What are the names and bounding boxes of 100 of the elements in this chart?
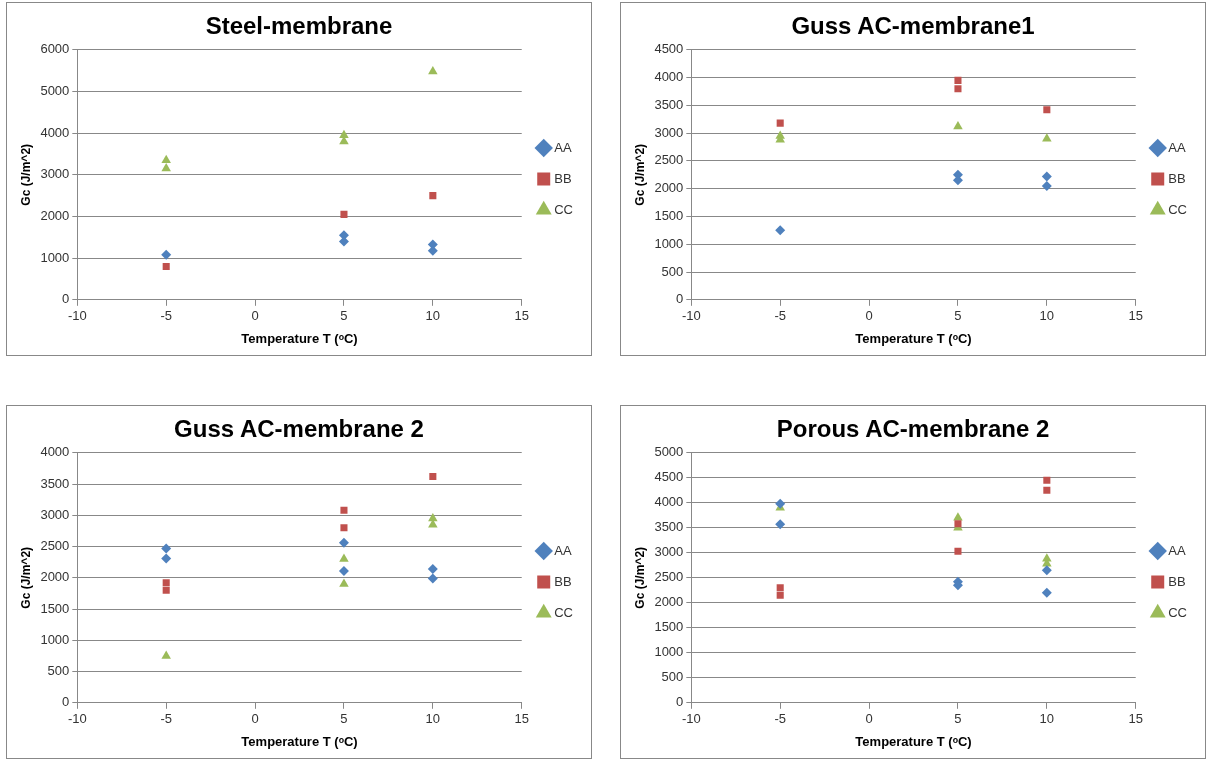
point: [429, 473, 437, 481]
x-tick-label: 5: [954, 308, 962, 324]
y-tick-label: 1000: [654, 644, 684, 660]
y-tick-label: 3500: [40, 475, 70, 491]
x-tick-label: 10: [1039, 308, 1055, 324]
x-axis-title: Temperature T (ᵒC): [241, 330, 358, 346]
point: [162, 262, 170, 270]
x-tick-label: 10: [1039, 711, 1055, 727]
x-tick-label: 0: [865, 308, 873, 324]
y-tick-label: 2000: [654, 594, 684, 610]
x-tick-label: -10: [67, 711, 87, 727]
point: [338, 537, 349, 548]
x-tick-label: 0: [251, 711, 259, 727]
legend-label: CC: [1168, 201, 1187, 217]
x-tick-label: -10: [681, 711, 701, 727]
y-tick-label: 1500: [654, 208, 684, 224]
x-axis-title: Temperature T (ᵒC): [855, 330, 972, 346]
y-tick-label: 5000: [654, 444, 684, 460]
x-tick-label: -5: [774, 711, 786, 727]
point: [428, 65, 438, 75]
y-tick-label: 1000: [654, 235, 684, 251]
legend-label: AA: [554, 139, 572, 155]
point: [954, 547, 962, 555]
y-tick-label: 4500: [654, 41, 684, 57]
point: [340, 210, 348, 218]
point: [1041, 171, 1052, 182]
x-tick-label: -5: [774, 308, 786, 324]
y-tick-label: 2500: [654, 569, 684, 585]
point: [339, 578, 349, 587]
point: [340, 506, 348, 514]
point: [776, 119, 784, 127]
y-tick-label: 500: [47, 663, 70, 679]
x-tick-label: 10: [425, 711, 441, 727]
point: [338, 565, 349, 576]
x-tick-label: 15: [514, 711, 529, 727]
legend-label: CC: [554, 604, 573, 620]
x-tick-label: 0: [251, 308, 259, 324]
x-tick-label: 5: [340, 711, 348, 727]
point: [162, 586, 170, 594]
y-tick-label: 3000: [40, 166, 70, 182]
y-tick-label: 2500: [654, 152, 684, 168]
y-tick-label: 0: [676, 291, 684, 307]
y-tick-label: 0: [676, 694, 684, 710]
y-axis-title: Gc (J/m^2): [18, 143, 33, 206]
point: [954, 76, 962, 84]
point: [428, 512, 438, 522]
legend-label: CC: [1168, 604, 1187, 620]
x-tick-label: 5: [340, 308, 348, 324]
y-tick-label: 4000: [654, 494, 684, 510]
y-tick-label: 4500: [654, 469, 684, 485]
y-tick-label: 2000: [40, 208, 70, 224]
y-tick-label: 1500: [40, 600, 70, 616]
x-tick-label: -5: [160, 308, 172, 324]
x-tick-label: 15: [514, 308, 529, 324]
y-tick-label: 2500: [40, 538, 70, 554]
y-tick-label: 2000: [654, 180, 684, 196]
y-tick-label: 3000: [40, 506, 70, 522]
point: [161, 553, 172, 564]
point: [1043, 476, 1051, 484]
point: [429, 192, 437, 200]
legend-label: CC: [554, 201, 573, 217]
x-tick-label: 0: [865, 711, 873, 727]
chart-title: Guss AC-membrane1: [791, 12, 1035, 40]
y-tick-label: 4000: [654, 69, 684, 85]
chart-title: Guss AC-membrane 2: [174, 415, 424, 443]
y-tick-label: 3500: [654, 519, 684, 535]
point: [1041, 565, 1052, 576]
y-tick-label: 3000: [654, 124, 684, 140]
point: [1041, 180, 1052, 191]
y-tick-label: 1000: [40, 631, 70, 647]
point: [427, 564, 438, 575]
point: [1041, 587, 1052, 598]
y-tick-label: 4000: [40, 444, 70, 460]
y-tick-label: 5000: [40, 83, 70, 99]
point: [953, 120, 963, 130]
x-tick-label: -10: [67, 308, 87, 324]
y-tick-label: 0: [62, 291, 70, 307]
legend-label: AA: [1168, 542, 1186, 558]
y-tick-label: 500: [661, 263, 684, 279]
point: [161, 154, 171, 163]
x-axis-title: Temperature T (ᵒC): [241, 733, 358, 749]
point: [953, 512, 963, 521]
point: [1043, 486, 1051, 494]
legend-label: BB: [554, 170, 572, 186]
y-tick-label: 1500: [654, 619, 684, 635]
point: [776, 584, 784, 592]
point: [161, 163, 171, 172]
point: [161, 650, 171, 659]
x-tick-label: -10: [681, 308, 701, 324]
legend-label: AA: [554, 542, 572, 558]
y-axis-title: Gc (J/m^2): [18, 546, 33, 609]
y-tick-label: 4000: [40, 124, 70, 140]
point: [162, 579, 170, 587]
x-tick-label: 15: [1128, 711, 1143, 727]
point: [161, 249, 172, 260]
legend-label: AA: [1168, 139, 1186, 155]
legend-label: BB: [1168, 170, 1186, 186]
x-tick-label: 15: [1128, 308, 1143, 324]
y-tick-label: 3000: [654, 544, 684, 560]
point: [161, 543, 172, 554]
